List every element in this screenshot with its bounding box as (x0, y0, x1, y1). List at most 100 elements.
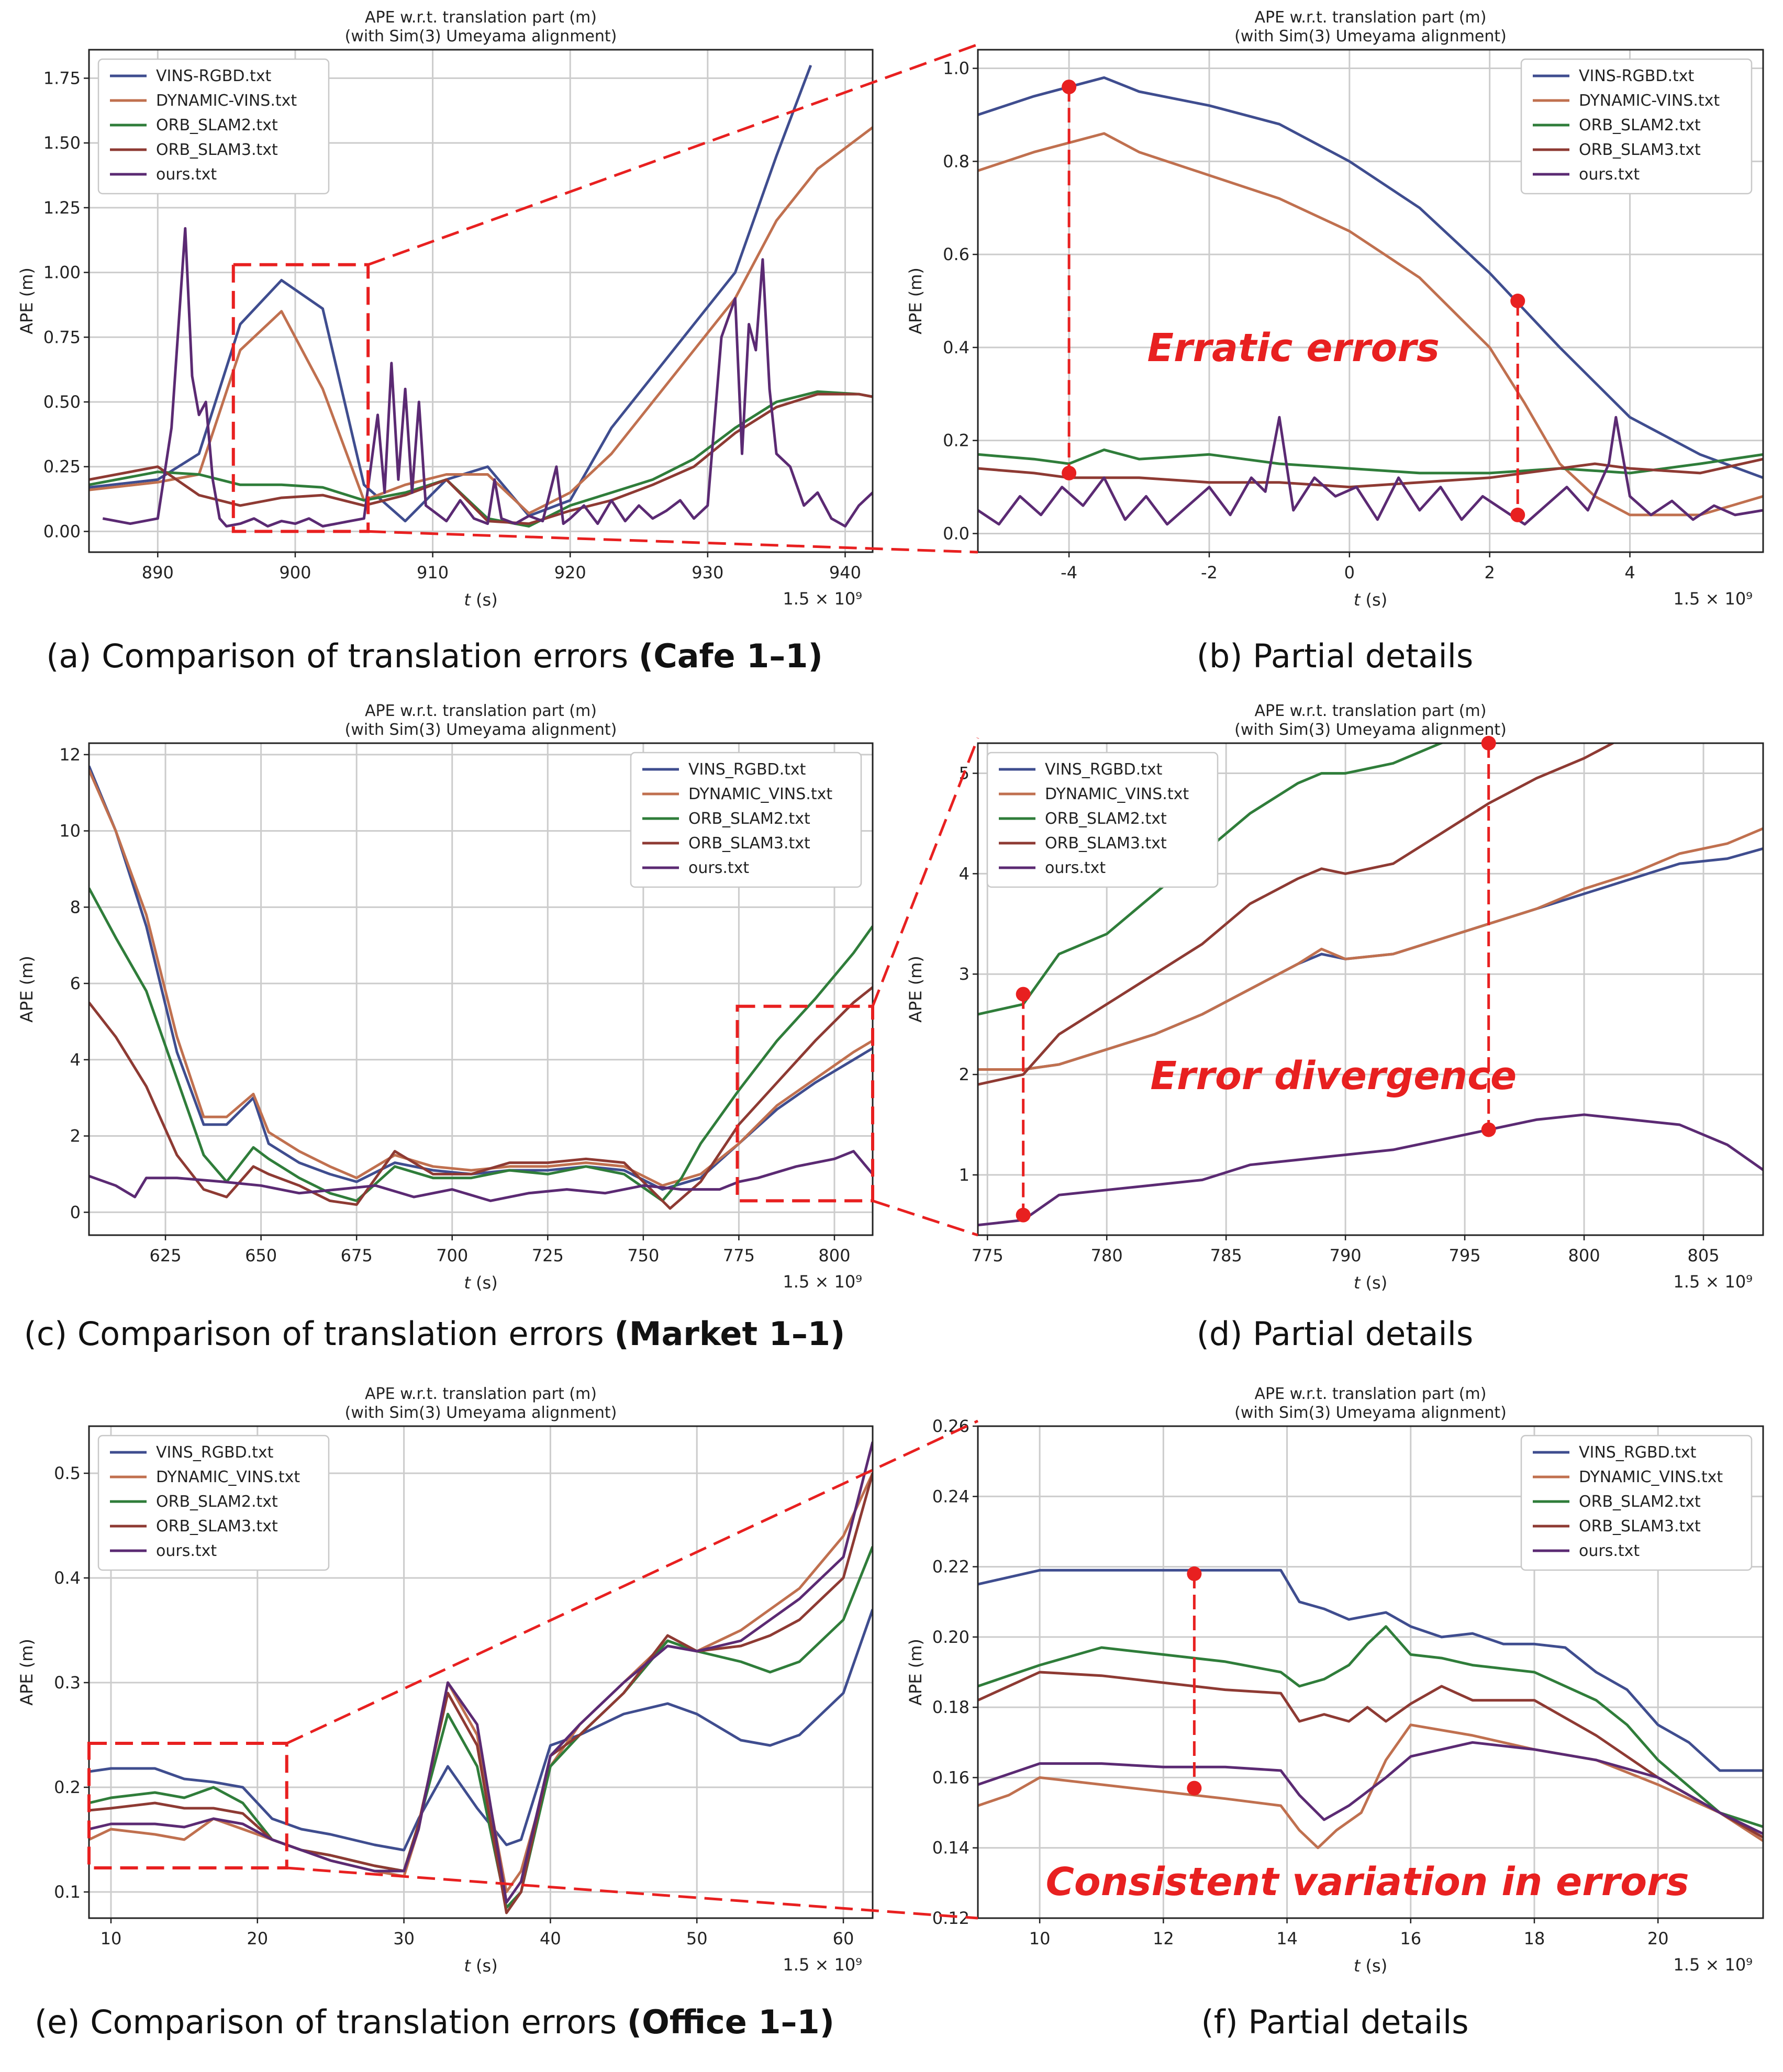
x-axis-label: t (s) (1354, 1956, 1387, 1976)
caption-text: (f) Partial details (1201, 2003, 1468, 2041)
series-line-dynamic (978, 132, 1763, 517)
legend: VINS_RGBD.txt DYNAMIC_VINS.txt ORB_SLAM2.t… (1520, 1435, 1753, 1571)
x-tick-label: 675 (341, 1246, 373, 1265)
y-tick-label: 1.0 (943, 59, 969, 79)
chart-panel-c: 625 650 675 700 725 750 775 800 0 2 4 6 8 10 12 APE w.r… (17, 702, 874, 1353)
legend-label: ORB_SLAM3.txt (1579, 141, 1701, 159)
series-line-vins (89, 1609, 873, 1852)
y-tick-label: 1.00 (43, 263, 81, 283)
zoom-connector-bottom (368, 530, 978, 554)
x-tick-label: 940 (829, 563, 861, 583)
series-group (89, 765, 873, 1210)
plot-frame (88, 1425, 874, 1919)
x-axis-label: t (s) (464, 1956, 497, 1976)
x-tick-label: 40 (540, 1929, 561, 1948)
caption-text: (a) Comparison of translation errors (46, 637, 639, 675)
x-tick-label: 18 (1524, 1929, 1545, 1948)
y-tick-label: 4 (70, 1050, 81, 1070)
x-tick-label: 12 (1153, 1929, 1174, 1948)
annotation-marker (1016, 1207, 1031, 1223)
y-axis-label: APE (m) (906, 267, 926, 334)
legend: VINS_RGBD.txt DYNAMIC_VINS.txt ORB_SLAM2.t… (630, 752, 862, 888)
chart-subtitle: (with Sim(3) Umeyama alignment) (345, 27, 617, 46)
panel-caption: (e) Comparison of translation errors (Of… (35, 2003, 834, 2041)
x-tick-label: 910 (417, 563, 449, 583)
x-axis-label: t (s) (464, 1273, 497, 1293)
legend-label: DYNAMIC_VINS.txt (688, 785, 832, 803)
x-tick-label: 0 (1344, 563, 1355, 583)
legend-label: ORB_SLAM2.txt (1579, 116, 1701, 135)
plot-frame (88, 742, 874, 1236)
legend-label: ORB_SLAM2.txt (1579, 1493, 1701, 1511)
series-line-orb2 (89, 887, 873, 1202)
series-line-vins (978, 1569, 1763, 1772)
series-line-orb2 (89, 1546, 873, 1909)
chart-title: APE w.r.t. translation part (m) (1255, 702, 1487, 720)
legend-label: VINS_RGBD.txt (1579, 1443, 1697, 1462)
legend-label: ours.txt (156, 1542, 217, 1560)
caption-dataset: (Cafe 1–1) (639, 637, 823, 675)
legend-label: DYNAMIC_VINS.txt (156, 1468, 300, 1486)
x-tick-label: 60 (833, 1929, 854, 1948)
x-axis-label-var: t (464, 1273, 471, 1293)
y-tick-label: 6 (70, 973, 81, 993)
x-tick-label: 920 (554, 563, 586, 583)
series-line-orb3 (978, 743, 1616, 1086)
series-line-ours (89, 1441, 873, 1904)
panels-layer: 890 900 910 920 930 9400.000.250.500.751.001.… (17, 8, 1764, 2041)
legend-label: VINS_RGBD.txt (1045, 760, 1163, 779)
chart-subtitle: (with Sim(3) Umeyama alignment) (345, 1404, 617, 1422)
x-tick-label: 775 (972, 1246, 1004, 1265)
y-tick-label: 0.14 (932, 1838, 969, 1858)
zoom-connector-top (367, 43, 978, 266)
y-tick-label: 0.3 (54, 1673, 81, 1693)
legend-label: ours.txt (1579, 1542, 1640, 1560)
x-tick-label: 10 (101, 1929, 122, 1948)
y-tick-label: 0.4 (943, 338, 969, 357)
y-tick-label: 0.6 (943, 244, 969, 264)
x-tick-label: 805 (1687, 1246, 1719, 1265)
caption-text: (d) Partial details (1197, 1315, 1474, 1353)
legend: VINS-RGBD.txt DYNAMIC-VINS.txt ORB_SLAM2.t… (97, 58, 330, 195)
legend-label: ORB_SLAM3.txt (688, 834, 810, 853)
series-group (89, 1441, 873, 1914)
legend-label: ORB_SLAM2.txt (688, 810, 810, 828)
x-axis-label-var: t (464, 1956, 471, 1976)
series-line-orb3 (89, 1473, 873, 1914)
y-tick-label: 1.25 (43, 198, 81, 218)
x-tick-label: 10 (1029, 1929, 1051, 1948)
x-tick-label: 700 (436, 1246, 468, 1265)
y-tick-label: 8 (70, 897, 81, 917)
chart-panel-d: 77578078579079580080512345APE w.r.t. tra… (906, 702, 1764, 1353)
x-tick-label: 900 (279, 563, 311, 583)
chart-title: APE w.r.t. translation part (m) (1255, 8, 1487, 27)
zoom-region-box (231, 263, 370, 533)
y-axis-label: APE (m) (17, 956, 37, 1023)
x-axis-label-unit: (s) (1360, 590, 1387, 610)
legend-label: ours.txt (688, 859, 749, 877)
series-line-orb3 (89, 986, 873, 1210)
x-tick-label: 4 (1624, 563, 1635, 583)
legend-label: VINS-RGBD.txt (1579, 67, 1695, 85)
x-tick-label: 725 (532, 1246, 564, 1265)
y-tick-label: 0.00 (43, 521, 81, 541)
plot-frame (977, 1425, 1764, 1919)
y-tick-label: 0.2 (943, 431, 969, 451)
series-line-dynamic (978, 827, 1763, 1071)
caption-dataset: (Office 1–1) (627, 2003, 834, 2041)
legend-label: ours.txt (1045, 859, 1106, 877)
plot-frame (977, 742, 1764, 1236)
x-tick-label: 780 (1091, 1246, 1123, 1265)
series-line-ours (978, 1113, 1763, 1227)
y-axis-label: APE (m) (906, 1639, 926, 1706)
x-tick-label: 20 (247, 1929, 268, 1948)
chart-panel-b: -4 -2 0 2 4 0.0 0.2 0.4 0.6 0.8 1.0 APE w.r.t. tran… (906, 8, 1764, 675)
chart-title: APE w.r.t. translation part (m) (1255, 1385, 1487, 1403)
zoom-region-box (87, 1742, 288, 1869)
legend-label: ORB_SLAM3.txt (1045, 834, 1167, 853)
y-tick-label: 1.50 (43, 133, 81, 153)
annotation-marker (1062, 465, 1077, 480)
x-tick-label: 2 (1484, 563, 1495, 583)
series-group (978, 76, 1763, 526)
y-tick-label: 0.4 (54, 1568, 81, 1588)
